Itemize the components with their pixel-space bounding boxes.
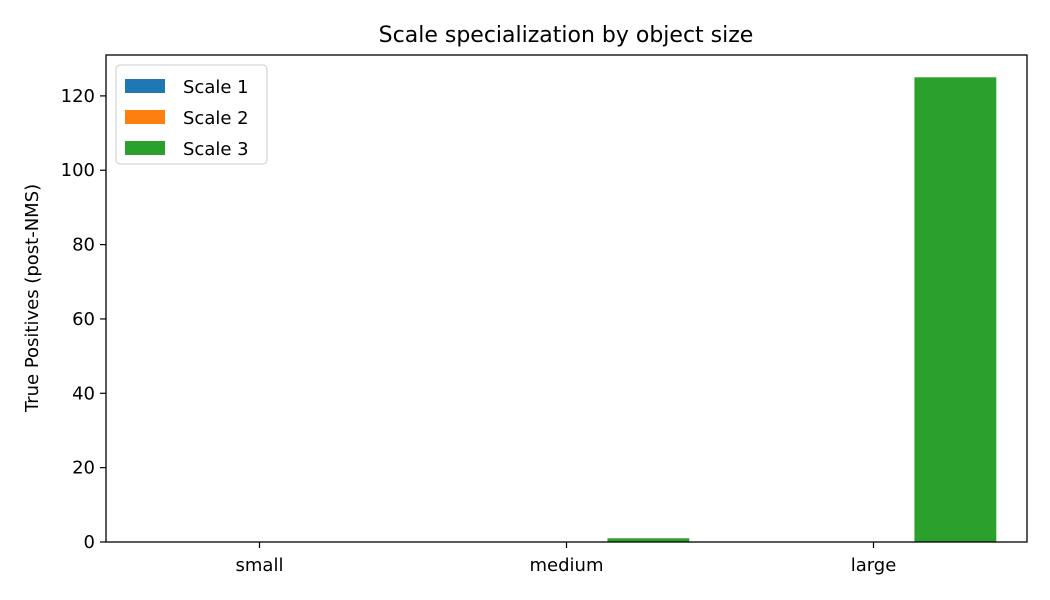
x-tick-label-small: small <box>236 555 284 576</box>
y-tick-label: 20 <box>72 458 95 479</box>
legend: Scale 1 Scale 2 Scale 3 <box>115 64 268 165</box>
legend-label-3: Scale 3 <box>183 139 249 160</box>
y-tick-label: 0 <box>84 532 95 553</box>
y-tick-label: 60 <box>72 309 95 330</box>
bar-scale-3-medium <box>607 538 690 542</box>
y-axis-label: True Positives (post-NMS) <box>22 184 43 413</box>
y-tick-label: 100 <box>61 160 95 181</box>
legend-label-2: Scale 2 <box>183 108 249 129</box>
legend-swatch-1 <box>125 79 165 93</box>
legend-swatch-2 <box>125 110 165 124</box>
y-axis: 0 20 40 60 80 100 120 <box>61 86 106 553</box>
y-tick-label: 80 <box>72 235 95 256</box>
bar-scale-3-large <box>914 77 997 542</box>
y-tick-label: 120 <box>61 86 95 107</box>
bars-group <box>607 77 997 542</box>
x-axis: small medium large <box>236 542 897 576</box>
chart-title: Scale specialization by object size <box>379 23 754 48</box>
legend-swatch-3 <box>125 141 165 155</box>
y-tick-label: 40 <box>72 383 95 404</box>
x-tick-label-medium: medium <box>530 555 604 576</box>
legend-label-1: Scale 1 <box>183 77 249 98</box>
x-tick-label-large: large <box>851 555 897 576</box>
